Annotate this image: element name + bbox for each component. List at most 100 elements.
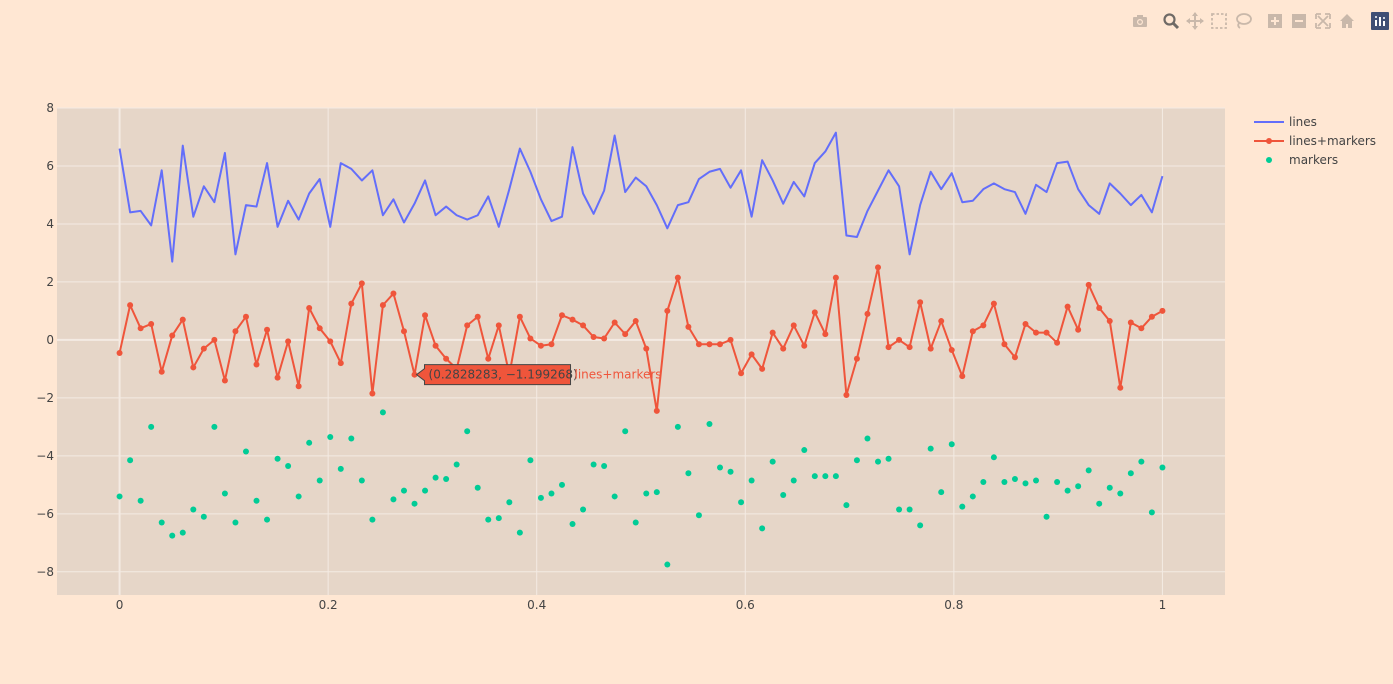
data-point[interactable] — [748, 351, 755, 358]
data-point[interactable] — [1106, 484, 1113, 491]
data-point[interactable] — [169, 332, 176, 339]
series-line[interactable] — [118, 131, 1164, 263]
data-point[interactable] — [864, 310, 871, 317]
data-point[interactable] — [685, 323, 692, 330]
data-point[interactable] — [1033, 477, 1040, 484]
data-point[interactable] — [253, 497, 260, 504]
data-point[interactable] — [485, 516, 492, 523]
data-point[interactable] — [569, 520, 576, 527]
data-point[interactable] — [137, 325, 144, 332]
data-point[interactable] — [611, 493, 618, 500]
data-point[interactable] — [896, 336, 903, 343]
data-point[interactable] — [959, 503, 966, 510]
data-point[interactable] — [232, 519, 239, 526]
data-point[interactable] — [674, 274, 681, 281]
data-point[interactable] — [1138, 325, 1145, 332]
data-point[interactable] — [864, 435, 871, 442]
data-point[interactable] — [632, 519, 639, 526]
data-point[interactable] — [990, 454, 997, 461]
data-point[interactable] — [221, 490, 228, 497]
data-point[interactable] — [453, 461, 460, 468]
data-point[interactable] — [653, 489, 660, 496]
data-point[interactable] — [1085, 281, 1092, 288]
data-point[interactable] — [274, 374, 281, 381]
data-point[interactable] — [1054, 478, 1061, 485]
zoom-in-icon[interactable] — [1266, 12, 1284, 30]
legend-item-lines-markers[interactable]: lines+markers — [1254, 134, 1376, 148]
camera-icon[interactable] — [1131, 12, 1149, 30]
data-point[interactable] — [116, 349, 123, 356]
data-point[interactable] — [242, 313, 249, 320]
data-point[interactable] — [980, 478, 987, 485]
data-point[interactable] — [506, 499, 513, 506]
data-point[interactable] — [127, 457, 134, 464]
data-point[interactable] — [717, 341, 723, 348]
data-point[interactable] — [559, 481, 565, 488]
data-point[interactable] — [211, 423, 218, 430]
data-point[interactable] — [422, 487, 429, 494]
data-point[interactable] — [390, 496, 397, 503]
data-point[interactable] — [274, 455, 281, 462]
data-point[interactable] — [264, 516, 271, 523]
data-point[interactable] — [316, 325, 323, 332]
data-point[interactable] — [443, 355, 450, 362]
data-point[interactable] — [559, 312, 565, 319]
data-point[interactable] — [1117, 490, 1124, 497]
data-point[interactable] — [1085, 467, 1092, 474]
data-point[interactable] — [801, 447, 808, 454]
data-point[interactable] — [875, 264, 882, 271]
data-point[interactable] — [400, 328, 407, 335]
data-point[interactable] — [906, 506, 913, 513]
data-point[interactable] — [485, 355, 492, 362]
data-point[interactable] — [1096, 305, 1103, 312]
data-point[interactable] — [295, 493, 302, 500]
data-point[interactable] — [1096, 500, 1103, 507]
data-point[interactable] — [516, 529, 523, 536]
data-point[interactable] — [337, 465, 344, 472]
data-point[interactable] — [264, 326, 271, 333]
data-point[interactable] — [853, 355, 860, 362]
data-point[interactable] — [664, 561, 671, 568]
data-point[interactable] — [1011, 354, 1018, 361]
data-point[interactable] — [790, 477, 797, 484]
data-point[interactable] — [759, 365, 766, 372]
data-point[interactable] — [1075, 326, 1082, 333]
data-point[interactable] — [211, 336, 218, 343]
data-point[interactable] — [569, 316, 576, 323]
data-point[interactable] — [327, 338, 334, 345]
data-point[interactable] — [811, 473, 818, 480]
data-point[interactable] — [464, 322, 471, 329]
autoscale-icon[interactable] — [1314, 12, 1332, 30]
data-point[interactable] — [348, 300, 355, 307]
data-point[interactable] — [1043, 329, 1050, 336]
data-point[interactable] — [780, 491, 787, 498]
data-point[interactable] — [780, 345, 787, 352]
data-point[interactable] — [601, 463, 608, 469]
data-point[interactable] — [158, 368, 165, 375]
data-point[interactable] — [811, 309, 818, 316]
data-point[interactable] — [832, 274, 839, 281]
data-point[interactable] — [1064, 487, 1071, 494]
data-point[interactable] — [411, 500, 418, 507]
data-point[interactable] — [801, 342, 808, 349]
data-point[interactable] — [938, 318, 945, 325]
data-point[interactable] — [1022, 480, 1029, 487]
data-point[interactable] — [759, 525, 766, 532]
data-point[interactable] — [622, 428, 629, 435]
data-point[interactable] — [590, 334, 597, 341]
data-point[interactable] — [1043, 513, 1050, 520]
data-point[interactable] — [537, 494, 544, 501]
legend-item-lines[interactable]: lines — [1254, 115, 1317, 129]
data-point[interactable] — [917, 299, 924, 306]
data-point[interactable] — [495, 515, 502, 522]
data-point[interactable] — [285, 463, 292, 469]
data-point[interactable] — [1117, 384, 1124, 391]
lasso-select-icon[interactable] — [1234, 12, 1252, 30]
data-point[interactable] — [369, 390, 376, 397]
data-point[interactable] — [1159, 464, 1166, 471]
data-point[interactable] — [938, 489, 945, 496]
data-point[interactable] — [221, 377, 228, 384]
data-point[interactable] — [358, 280, 365, 287]
data-point[interactable] — [1127, 470, 1134, 477]
